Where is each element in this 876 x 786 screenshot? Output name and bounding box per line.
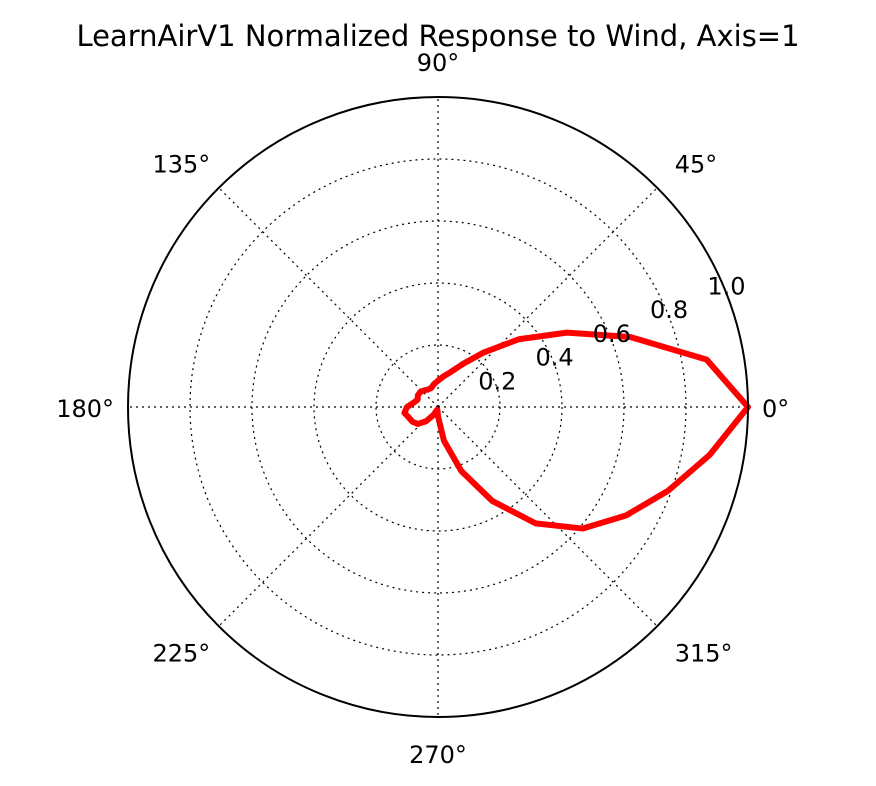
theta-tick-label-4: 180° [56,395,114,423]
r-tick-label-4: 1.0 [707,272,745,300]
series-layer [401,329,751,532]
theta-grid-line-3 [218,187,439,408]
polar-frame [127,96,749,718]
r-grid-circle-1 [313,282,563,532]
chart-title: LearnAirV1 Normalized Response to Wind, … [76,19,799,53]
theta-tick-label-5: 225° [152,640,210,668]
r-tick-label-0: 0.2 [478,367,516,395]
series-line-0 [401,329,751,532]
tick-label-layer: 0° 45° 90° 135° 180° 225° 270° 315° 0.2 0.4 0.6 0.8… [56,49,789,769]
theta-tick-label-1: 45° [675,150,718,178]
theta-tick-label-7: 315° [675,640,733,668]
theta-tick-label-3: 135° [152,150,210,178]
theta-tick-label-0: 0° [762,395,789,423]
r-tick-label-2: 0.6 [593,320,631,348]
r-tick-label-3: 0.8 [650,296,688,324]
r-tick-label-1: 0.4 [535,344,573,372]
theta-grid-line-1 [437,187,658,408]
grid-layer [128,97,748,717]
frame-layer [127,96,749,718]
theta-grid-line-5 [218,406,439,627]
theta-tick-label-6: 270° [409,741,467,769]
theta-grid-line-7 [437,406,658,627]
theta-tick-label-2: 90° [417,49,460,77]
